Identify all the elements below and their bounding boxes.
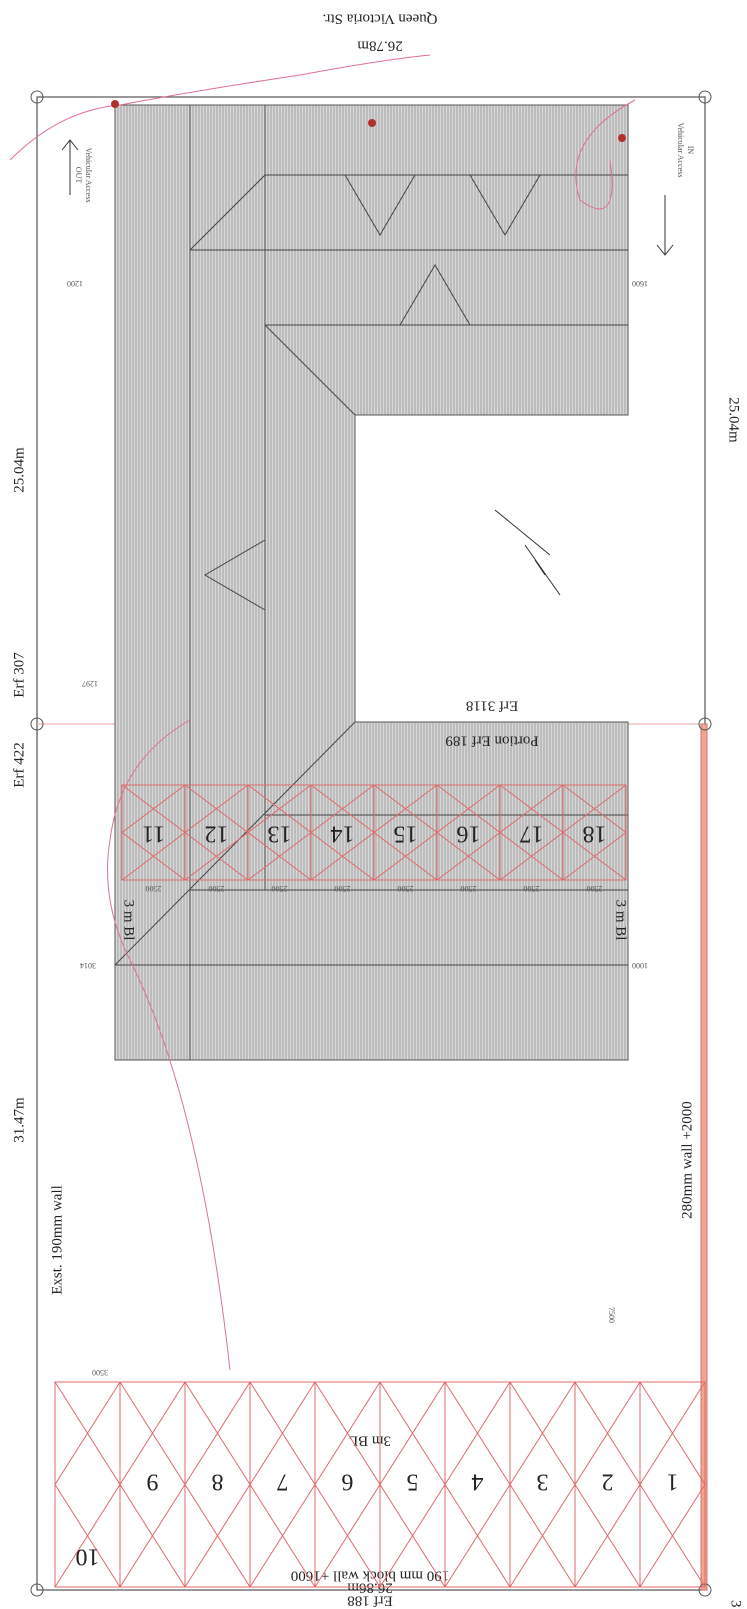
side-wall (700, 723, 708, 1591)
erf-label: Erf 422 (11, 742, 27, 787)
contour (107, 719, 231, 1371)
bay-number: 4 (472, 1468, 484, 1494)
dimension: 2500 (209, 884, 225, 893)
building-line: 3 m Bl (121, 900, 137, 941)
bay-number: 10 (76, 1543, 100, 1569)
wall-note: 280mm wall +2000 (679, 1101, 695, 1219)
bay-number: 12 (205, 820, 229, 846)
dimension: 3500 (92, 1368, 108, 1377)
erf-label: Portion Erf 189 (445, 733, 538, 749)
bay-number: 6 (342, 1468, 354, 1494)
contour (575, 99, 636, 210)
beacon (30, 90, 44, 104)
north-arrow (494, 509, 561, 596)
bay-number: 14 (331, 820, 355, 846)
wall-note: Exst. 190mm wall (49, 1185, 65, 1295)
point (111, 100, 119, 108)
arrow-out (61, 139, 79, 195)
bay-number: 11 (142, 820, 165, 846)
erf-label: Erf 3118 (466, 698, 518, 714)
dimension: 2500 (524, 884, 540, 893)
boundary-length: 25.04m (726, 397, 742, 443)
access-label: Vehicular Access (84, 148, 93, 203)
access-dir: OUT (74, 167, 83, 184)
dimension: 3014 (80, 961, 96, 970)
bay-cross (562, 784, 627, 881)
bay-number: 3 (537, 1468, 549, 1494)
bay-number: 8 (212, 1468, 224, 1494)
wall-note: 190 mm block wall +1600 (291, 1568, 449, 1584)
boundary-length: 25.04m (11, 447, 27, 493)
bay-number: 13 (268, 820, 292, 846)
beacon (698, 90, 712, 104)
dimension: 1297 (82, 679, 98, 688)
bay-number: 16 (457, 820, 481, 846)
dimension: 2500 (335, 884, 351, 893)
contour (9, 54, 431, 161)
bay-number: 2 (602, 1468, 614, 1494)
dimension: 2500 (272, 884, 288, 893)
bay-number: 5 (407, 1468, 419, 1494)
arrow-in (656, 195, 674, 256)
dimension: 2500 (146, 884, 162, 893)
dimension: 1600 (632, 279, 648, 288)
bay-number: 9 (147, 1468, 159, 1494)
dimension: 2500 (587, 884, 603, 893)
bay-number: 18 (583, 820, 607, 846)
erf-label: Erf 188 (347, 1593, 392, 1609)
dimension: 7500 (607, 1307, 616, 1323)
bay-number: 17 (520, 820, 544, 846)
beacon (30, 717, 44, 731)
boundary-length: 31.47m (728, 1600, 744, 1609)
street-name: Queen Victoria Str. (322, 11, 437, 27)
access-label: Vehicular Access (676, 123, 685, 178)
building-line: 3 m Bl (613, 900, 629, 941)
point (368, 119, 376, 127)
erf-label: Erf 307 (11, 652, 27, 698)
bay-number: 7 (277, 1468, 289, 1494)
boundary-length: 31.47m (11, 1097, 27, 1143)
bay-number: 1 (667, 1468, 679, 1494)
beacon (30, 1583, 44, 1597)
point (618, 134, 626, 142)
bay-number: 15 (394, 820, 418, 846)
dimension: 1000 (632, 961, 648, 970)
bay-cross (54, 1381, 121, 1588)
dimension: 1200 (67, 279, 83, 288)
dimension: 2500 (461, 884, 477, 893)
access-dir: IN (686, 146, 695, 155)
parking: 1125001225001325001425001525001625001725… (54, 784, 706, 1588)
roof-lines (114, 105, 628, 1060)
building-line: 3m BL (349, 1433, 391, 1449)
beacon (698, 717, 712, 731)
frontage: 26.78m (357, 38, 403, 54)
dimension: 2500 (398, 884, 414, 893)
boundary-length: 26.86m (347, 1580, 393, 1596)
